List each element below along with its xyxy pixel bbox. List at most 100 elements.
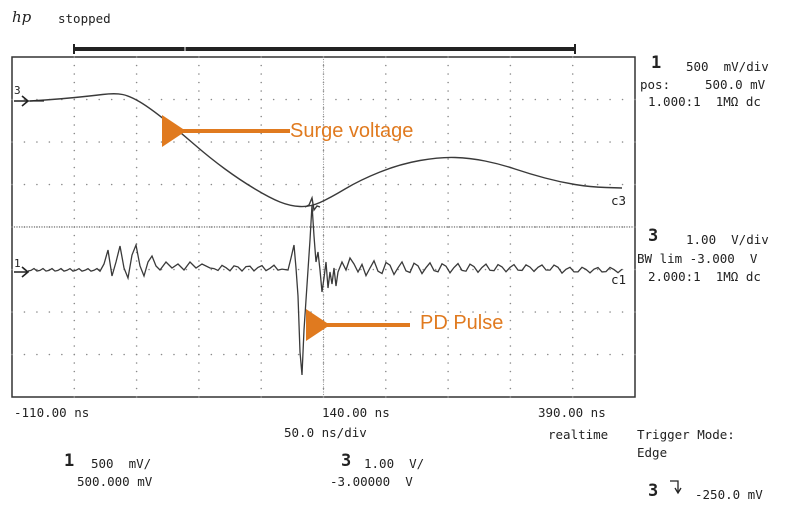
center-axis-dot — [493, 226, 496, 228]
grid-dot — [571, 345, 574, 347]
grid-dot — [484, 183, 487, 186]
center-axis-dot — [53, 226, 56, 228]
grid-dot — [360, 183, 362, 186]
grid-dot — [447, 234, 449, 237]
center-axis-dot — [86, 226, 88, 228]
center-axis-dot — [551, 226, 553, 228]
grid-dot — [173, 98, 175, 101]
grid-dot — [571, 149, 574, 152]
grid-dot — [634, 141, 636, 143]
grid-dot — [571, 158, 574, 160]
trigger-mode-value[interactable]: Edge — [637, 445, 668, 460]
grid-dot — [447, 81, 449, 84]
center-axis-dot — [322, 93, 325, 96]
channel-3-probe: 2.000:1 1MΩ dc — [648, 269, 761, 284]
timebase-per-div[interactable]: 50.0 ns/div — [284, 425, 367, 440]
grid-dot — [385, 294, 387, 296]
center-axis-dot — [51, 226, 53, 228]
channel-3-bw-limit[interactable]: BW lim -3.000 V — [637, 251, 758, 266]
grid-dot — [198, 336, 200, 339]
center-axis-dot — [398, 226, 401, 228]
grid-dot — [522, 311, 524, 313]
center-axis-dot — [348, 226, 351, 228]
grid-dot — [285, 311, 287, 313]
center-axis-dot — [543, 226, 546, 228]
grid-dot — [135, 158, 138, 160]
grid-dot — [409, 311, 412, 313]
grid-dot — [61, 311, 63, 313]
grid-dot — [385, 98, 387, 101]
grid-dot — [484, 141, 487, 143]
grid-dot — [571, 107, 574, 109]
grid-dot — [85, 98, 88, 101]
channel-3-marker[interactable] — [14, 95, 44, 107]
grid-dot — [571, 132, 574, 135]
center-axis-dot — [322, 338, 325, 341]
grid-dot — [559, 311, 562, 313]
center-axis-dot — [606, 226, 608, 228]
grid-dot — [447, 183, 449, 186]
grid-dot — [584, 311, 586, 313]
channel-3-scale[interactable]: 1.00 V/div — [686, 232, 769, 247]
grid-dot — [409, 353, 412, 356]
grid-dot — [73, 387, 76, 390]
grid-dot — [73, 132, 76, 135]
grid-dot — [148, 183, 150, 186]
center-axis-dot — [341, 226, 343, 228]
center-axis-dot — [553, 226, 556, 228]
center-axis-dot — [322, 221, 325, 223]
center-axis-dot — [181, 226, 183, 228]
center-axis-dot — [313, 226, 316, 228]
center-axis-dot — [322, 98, 325, 101]
center-axis-dot — [322, 358, 325, 361]
grid-dot — [73, 73, 76, 75]
grid-dot — [110, 183, 113, 186]
grid-dot — [609, 311, 611, 313]
grid-dot — [135, 183, 138, 186]
center-axis-dot — [193, 226, 196, 228]
grid-dot — [509, 379, 512, 381]
center-axis-dot — [448, 226, 451, 228]
grid-dot — [73, 81, 76, 84]
channel-1-pos-value[interactable]: 500.0 mV — [705, 77, 766, 92]
grid-dot — [272, 141, 275, 143]
grid-dot — [135, 192, 138, 194]
grid-dot — [48, 183, 51, 186]
channel-1-marker[interactable] — [14, 266, 30, 278]
center-axis-dot — [491, 226, 493, 228]
center-axis-dot — [166, 226, 168, 228]
center-axis-dot — [338, 226, 341, 228]
grid-dot — [447, 251, 449, 254]
bottom-ch1-scale: 500 mV/ — [91, 456, 152, 471]
grid-dot — [447, 64, 449, 67]
center-axis-dot — [56, 226, 58, 228]
grid-dot — [285, 141, 287, 143]
center-axis-dot — [568, 226, 571, 228]
grid-dot — [36, 183, 38, 186]
center-axis-dot — [498, 226, 501, 228]
grid-dot — [534, 141, 537, 143]
grid-dot — [135, 379, 138, 381]
center-axis-dot — [322, 246, 325, 248]
grid-dot — [185, 268, 188, 271]
channel-1-scale[interactable]: 500 mV/div — [686, 59, 769, 74]
channel-1-number[interactable]: 1 — [651, 53, 662, 73]
center-axis-dot — [528, 226, 531, 228]
center-axis-dot — [322, 256, 325, 258]
grid-dot — [385, 107, 387, 109]
center-axis-dot — [68, 226, 71, 228]
channel-3-number[interactable]: 3 — [648, 226, 659, 246]
grid-dot — [135, 124, 138, 126]
center-axis-dot — [513, 226, 516, 228]
grid-dot — [73, 268, 76, 271]
center-axis-dot — [468, 226, 471, 228]
trigger-level[interactable]: -250.0 mV — [695, 487, 763, 502]
center-axis-dot — [431, 226, 433, 228]
grid-dot — [260, 243, 263, 245]
center-axis-dot — [322, 136, 325, 138]
grid-dot — [198, 311, 200, 313]
center-axis-dot — [611, 226, 613, 228]
grid-dot — [160, 183, 163, 186]
grid-dot — [135, 260, 138, 262]
